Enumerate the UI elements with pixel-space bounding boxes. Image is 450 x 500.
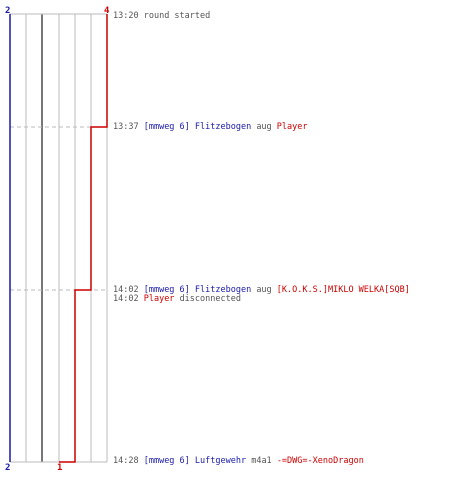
- event-row: 13:20 round started: [113, 11, 210, 21]
- killer-name: [mmweg 6] Flitzebogen: [143, 122, 252, 132]
- killer-name: [mmweg 6] Flitzebogen: [143, 285, 252, 295]
- weapon-name: m4a1: [251, 456, 272, 466]
- weapon-name: aug: [256, 285, 272, 295]
- event-time: 13:20: [113, 11, 139, 21]
- red-score-top: 4: [104, 6, 110, 16]
- weapon-name: aug: [256, 122, 272, 132]
- event-message: disconnected: [179, 294, 241, 304]
- event-time: 13:37: [113, 122, 139, 132]
- killer-name: [mmweg 6] Luftgewehr: [143, 456, 247, 466]
- event-row: 13:37 [mmweg 6] Flitzebogen aug Player: [113, 122, 308, 132]
- event-row: 14:02 [mmweg 6] Flitzebogen aug [K.O.K.S…: [113, 285, 410, 295]
- event-row: 14:02 Player disconnected: [113, 294, 241, 304]
- red-team-score-line: [59, 14, 108, 463]
- event-time: 14:02: [113, 285, 139, 295]
- event-row: 14:28 [mmweg 6] Luftgewehr m4a1 -=DWG=-X…: [113, 456, 364, 466]
- player-name: Player: [143, 294, 175, 304]
- red-score-bottom: 1: [57, 463, 62, 473]
- event-time: 14:28: [113, 456, 139, 466]
- blue-score-bottom: 2: [5, 463, 10, 473]
- blue-score-top: 2: [5, 6, 10, 16]
- victim-name: Player: [276, 122, 308, 132]
- event-time: 14:02: [113, 294, 139, 304]
- victim-name: [K.O.K.S.]MIKLO WELKA[SQB]: [276, 285, 410, 295]
- event-message: round started: [143, 11, 211, 21]
- victim-name: -=DWG=-XenoDragon: [276, 456, 364, 466]
